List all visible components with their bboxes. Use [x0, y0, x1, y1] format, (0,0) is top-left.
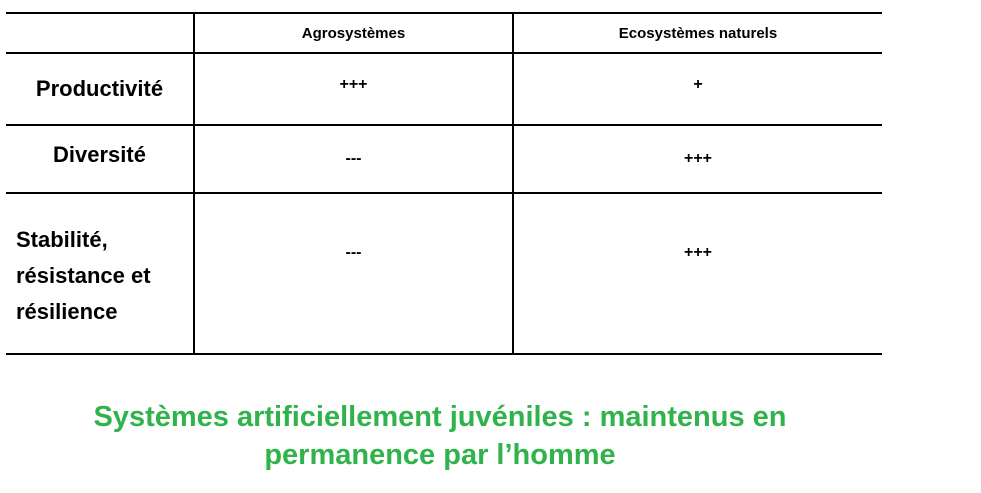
row-label-stabilite: Stabilité, résistance et résilience [6, 192, 195, 355]
value-natural-productivite: + [693, 76, 703, 93]
cell-natural-productivite: + [513, 52, 882, 126]
header-agrosystemes: Agrosystèmes [194, 12, 514, 54]
row-label-stabilite-line2: résistance et [16, 263, 151, 288]
row-label-stabilite-line3: résilience [16, 299, 118, 324]
value-agro-productivite: +++ [339, 76, 368, 93]
cell-agro-diversite: --- [194, 124, 514, 194]
cell-agro-productivite: +++ [194, 52, 514, 126]
row-label-diversite-text: Diversité [53, 142, 146, 167]
row-label-diversite: Diversité [6, 124, 195, 194]
caption-line-2: permanence par l’homme [264, 439, 616, 471]
table-header-row: Agrosystèmes Ecosystèmes naturels [6, 12, 882, 54]
row-label-productivite: Productivité [6, 52, 195, 126]
table-row-stabilite: Stabilité, résistance et résilience --- … [6, 192, 882, 355]
table-row-diversite: Diversité --- +++ [6, 124, 882, 194]
caption-line-1: Systèmes artificiellement juvéniles : ma… [93, 401, 787, 433]
table-row-productivite: Productivité +++ + [6, 52, 882, 126]
header-ecosystemes-naturels: Ecosystèmes naturels [513, 12, 882, 54]
caption-text: Systèmes artificiellement juvéniles : ma… [40, 398, 840, 474]
row-label-stabilite-line1: Stabilité, [16, 227, 108, 252]
comparison-table-container: Agrosystèmes Ecosystèmes naturels Produc… [6, 12, 882, 355]
header-empty-cell [6, 12, 195, 54]
cell-natural-stabilite: +++ [513, 192, 882, 355]
cell-agro-stabilite: --- [194, 192, 514, 355]
comparison-table: Agrosystèmes Ecosystèmes naturels Produc… [6, 12, 882, 355]
cell-natural-diversite: +++ [513, 124, 882, 194]
